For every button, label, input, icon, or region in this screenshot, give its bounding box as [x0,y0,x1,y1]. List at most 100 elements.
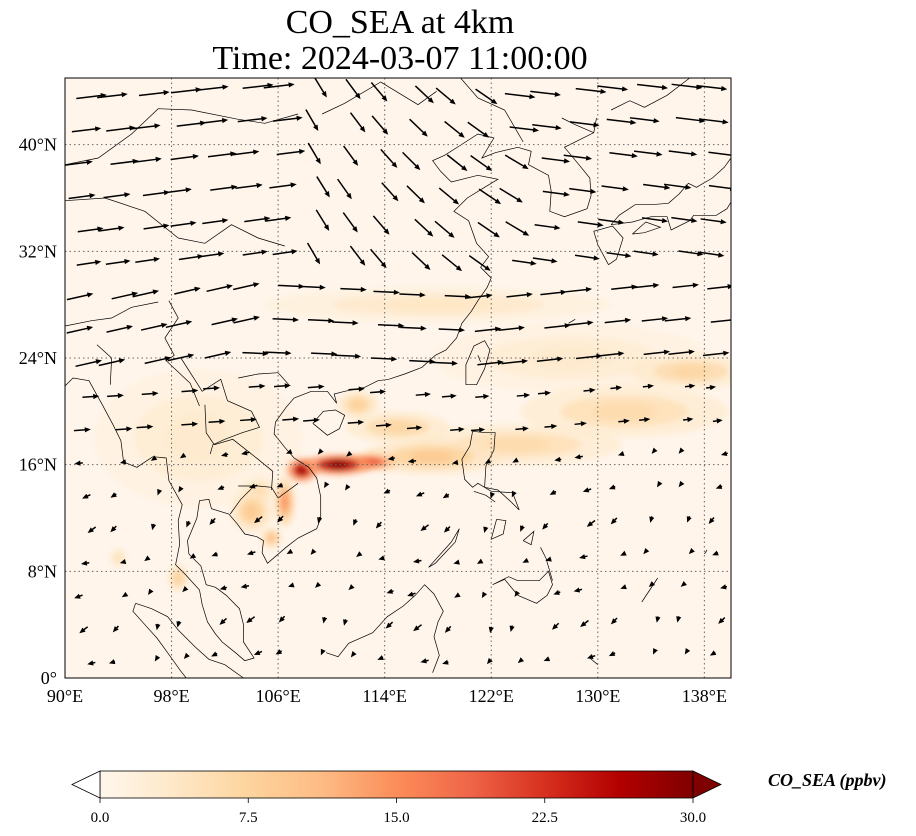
wind-arrow [574,254,600,261]
wind-arrow [273,383,291,389]
wind-arrow [402,151,421,171]
wind-arrow [618,418,630,424]
coastline-segment [65,301,159,327]
wind-arrow [632,282,660,289]
wind-arrow [174,286,201,295]
wind-arrow [370,82,388,102]
wind-arrow [597,351,625,357]
wind-arrow [144,555,151,562]
wind-arrow [682,416,694,423]
wind-arrow [303,417,320,423]
wind-arrow [467,121,490,138]
coastline-segment [321,81,437,115]
wind-arrow [219,585,227,591]
wind-arrow [702,350,730,357]
wind-arrow [420,658,429,664]
wind-arrow [74,593,83,599]
wind-arrow [718,617,726,624]
wind-arrow [343,145,359,166]
wind-arrow [542,190,570,197]
wind-arrow [206,284,233,293]
wind-arrow [275,649,283,655]
wind-arrow [476,558,484,564]
wind-arrow [369,248,387,269]
wind-arrow [82,393,100,400]
wind-arrow [278,615,286,623]
wind-arrow [413,558,422,564]
wind-arrow [501,358,529,365]
wind-arrow [73,427,91,433]
wind-arrow [82,493,91,499]
wind-arrow [629,117,660,124]
wind-arrow [451,459,459,465]
wind-arrow [235,182,263,190]
colorbar-gradient [99,770,694,799]
wind-arrow [110,525,117,533]
coastline-segment [65,108,299,166]
wind-arrow [66,292,94,301]
wind-arrow [74,460,83,466]
wind-arrow [347,419,365,425]
co-plume [94,368,303,508]
wind-arrow [189,553,197,559]
wind-arrow [668,349,695,355]
wind-arrow [249,483,258,489]
wind-arrow [532,257,558,264]
wind-arrow [246,616,256,623]
coastline-segment [641,577,658,603]
coastline-segment [473,490,496,503]
wind-arrow [641,217,669,224]
latitude-label: 24°N [19,348,57,368]
wind-arrow [516,392,531,398]
wind-arrow [265,350,292,356]
wind-arrow [385,621,394,629]
wind-arrow [610,617,618,625]
map-title: CO_SEA at 4km [285,4,515,41]
wind-arrow [133,156,162,163]
wind-arrow [269,182,297,189]
wind-arrow [157,488,163,496]
wind-arrow [112,625,119,633]
wind-arrow [282,416,300,422]
wind-arrow [182,585,189,593]
wind-arrow [475,88,498,105]
wind-arrow [208,418,226,425]
wind-arrow [105,258,131,266]
coastline-segment [610,78,690,111]
colorbar-extend-high [692,770,722,799]
coastline-segment [325,584,444,673]
wind-arrow [696,84,728,92]
wind-arrow [668,150,698,157]
wind-arrow [610,517,618,525]
wind-arrow [484,458,492,464]
longitude-label: 90°E [47,686,83,706]
wind-arrow [580,619,589,627]
wind-arrow [211,551,218,557]
wind-arrow [107,393,124,399]
wind-arrow [567,320,594,326]
wind-arrow [563,154,593,161]
wind-arrow [380,148,398,168]
wind-arrow [606,251,632,259]
wind-arrow [345,484,351,491]
wind-arrow [337,178,352,200]
wind-arrow [373,289,400,295]
wind-arrow [106,324,133,333]
wind-arrow [197,84,229,91]
wind-arrow [517,657,525,664]
wind-arrow [438,327,466,333]
wind-arrow [151,523,157,531]
coastline-segment [465,340,491,386]
wind-arrow [712,550,719,556]
wind-arrow [610,385,623,391]
wind-arrow [504,154,529,170]
wind-arrow [98,358,126,367]
wind-arrow [75,359,102,368]
wind-arrow [415,491,425,497]
wind-arrow [586,654,596,659]
wind-arrow [108,659,116,665]
wind-arrow [314,581,322,588]
wind-arrow [444,120,465,138]
wind-arrow [170,154,199,161]
wind-arrow [700,218,727,225]
